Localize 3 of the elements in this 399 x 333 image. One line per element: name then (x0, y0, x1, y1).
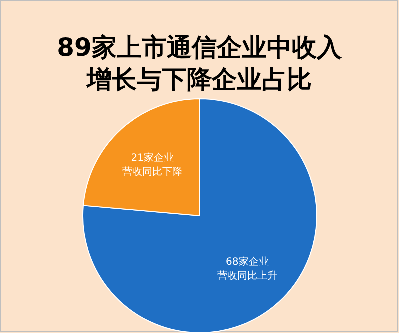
slice-label: 21家企业营收同比下降 (122, 152, 183, 178)
chart-title: 89家上市通信企业中收入增长与下降企业占比 (57, 33, 343, 94)
slice-label: 68家企业营收同比上升 (217, 256, 278, 282)
